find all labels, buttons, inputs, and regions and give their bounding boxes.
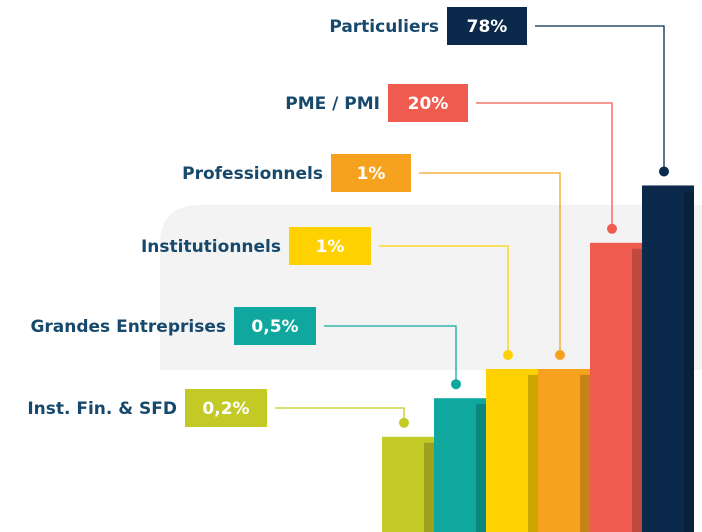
value-box bbox=[388, 84, 468, 122]
category-label: Particuliers bbox=[329, 17, 439, 37]
value-box bbox=[447, 7, 527, 45]
value-label: 1% bbox=[357, 164, 386, 184]
value-label: 20% bbox=[408, 94, 449, 114]
bar-shadow bbox=[580, 375, 590, 532]
bar-shadow bbox=[424, 442, 434, 532]
connector-dot bbox=[451, 379, 461, 390]
value-label: 1% bbox=[316, 237, 345, 257]
value-box bbox=[289, 227, 371, 265]
connector-dot bbox=[607, 223, 617, 234]
bar-shadow bbox=[528, 375, 538, 532]
connector bbox=[379, 245, 509, 355]
connector-dot bbox=[503, 350, 513, 360]
value-box bbox=[234, 307, 316, 345]
bar-shadow bbox=[476, 404, 486, 532]
connector bbox=[476, 102, 613, 229]
connector bbox=[324, 325, 457, 385]
connector bbox=[275, 407, 405, 423]
value-label: 0,5% bbox=[251, 317, 298, 337]
connector-dot bbox=[399, 417, 409, 428]
bar-shadow bbox=[684, 191, 694, 532]
connector-dot bbox=[659, 166, 669, 177]
category-label: Grandes Entreprises bbox=[30, 317, 226, 337]
value-box bbox=[331, 154, 411, 192]
value-label: 0,2% bbox=[202, 399, 249, 419]
category-label: Institutionnels bbox=[141, 237, 281, 257]
value-label: 78% bbox=[467, 17, 508, 37]
connector bbox=[419, 172, 561, 355]
value-box bbox=[185, 389, 267, 427]
category-label: PME / PMI bbox=[285, 94, 380, 114]
bar-shadow bbox=[632, 248, 642, 532]
category-label: Inst. Fin. & SFD bbox=[27, 399, 177, 419]
connector bbox=[535, 25, 665, 172]
connector-dot bbox=[555, 350, 565, 360]
category-label: Professionnels bbox=[182, 164, 323, 184]
